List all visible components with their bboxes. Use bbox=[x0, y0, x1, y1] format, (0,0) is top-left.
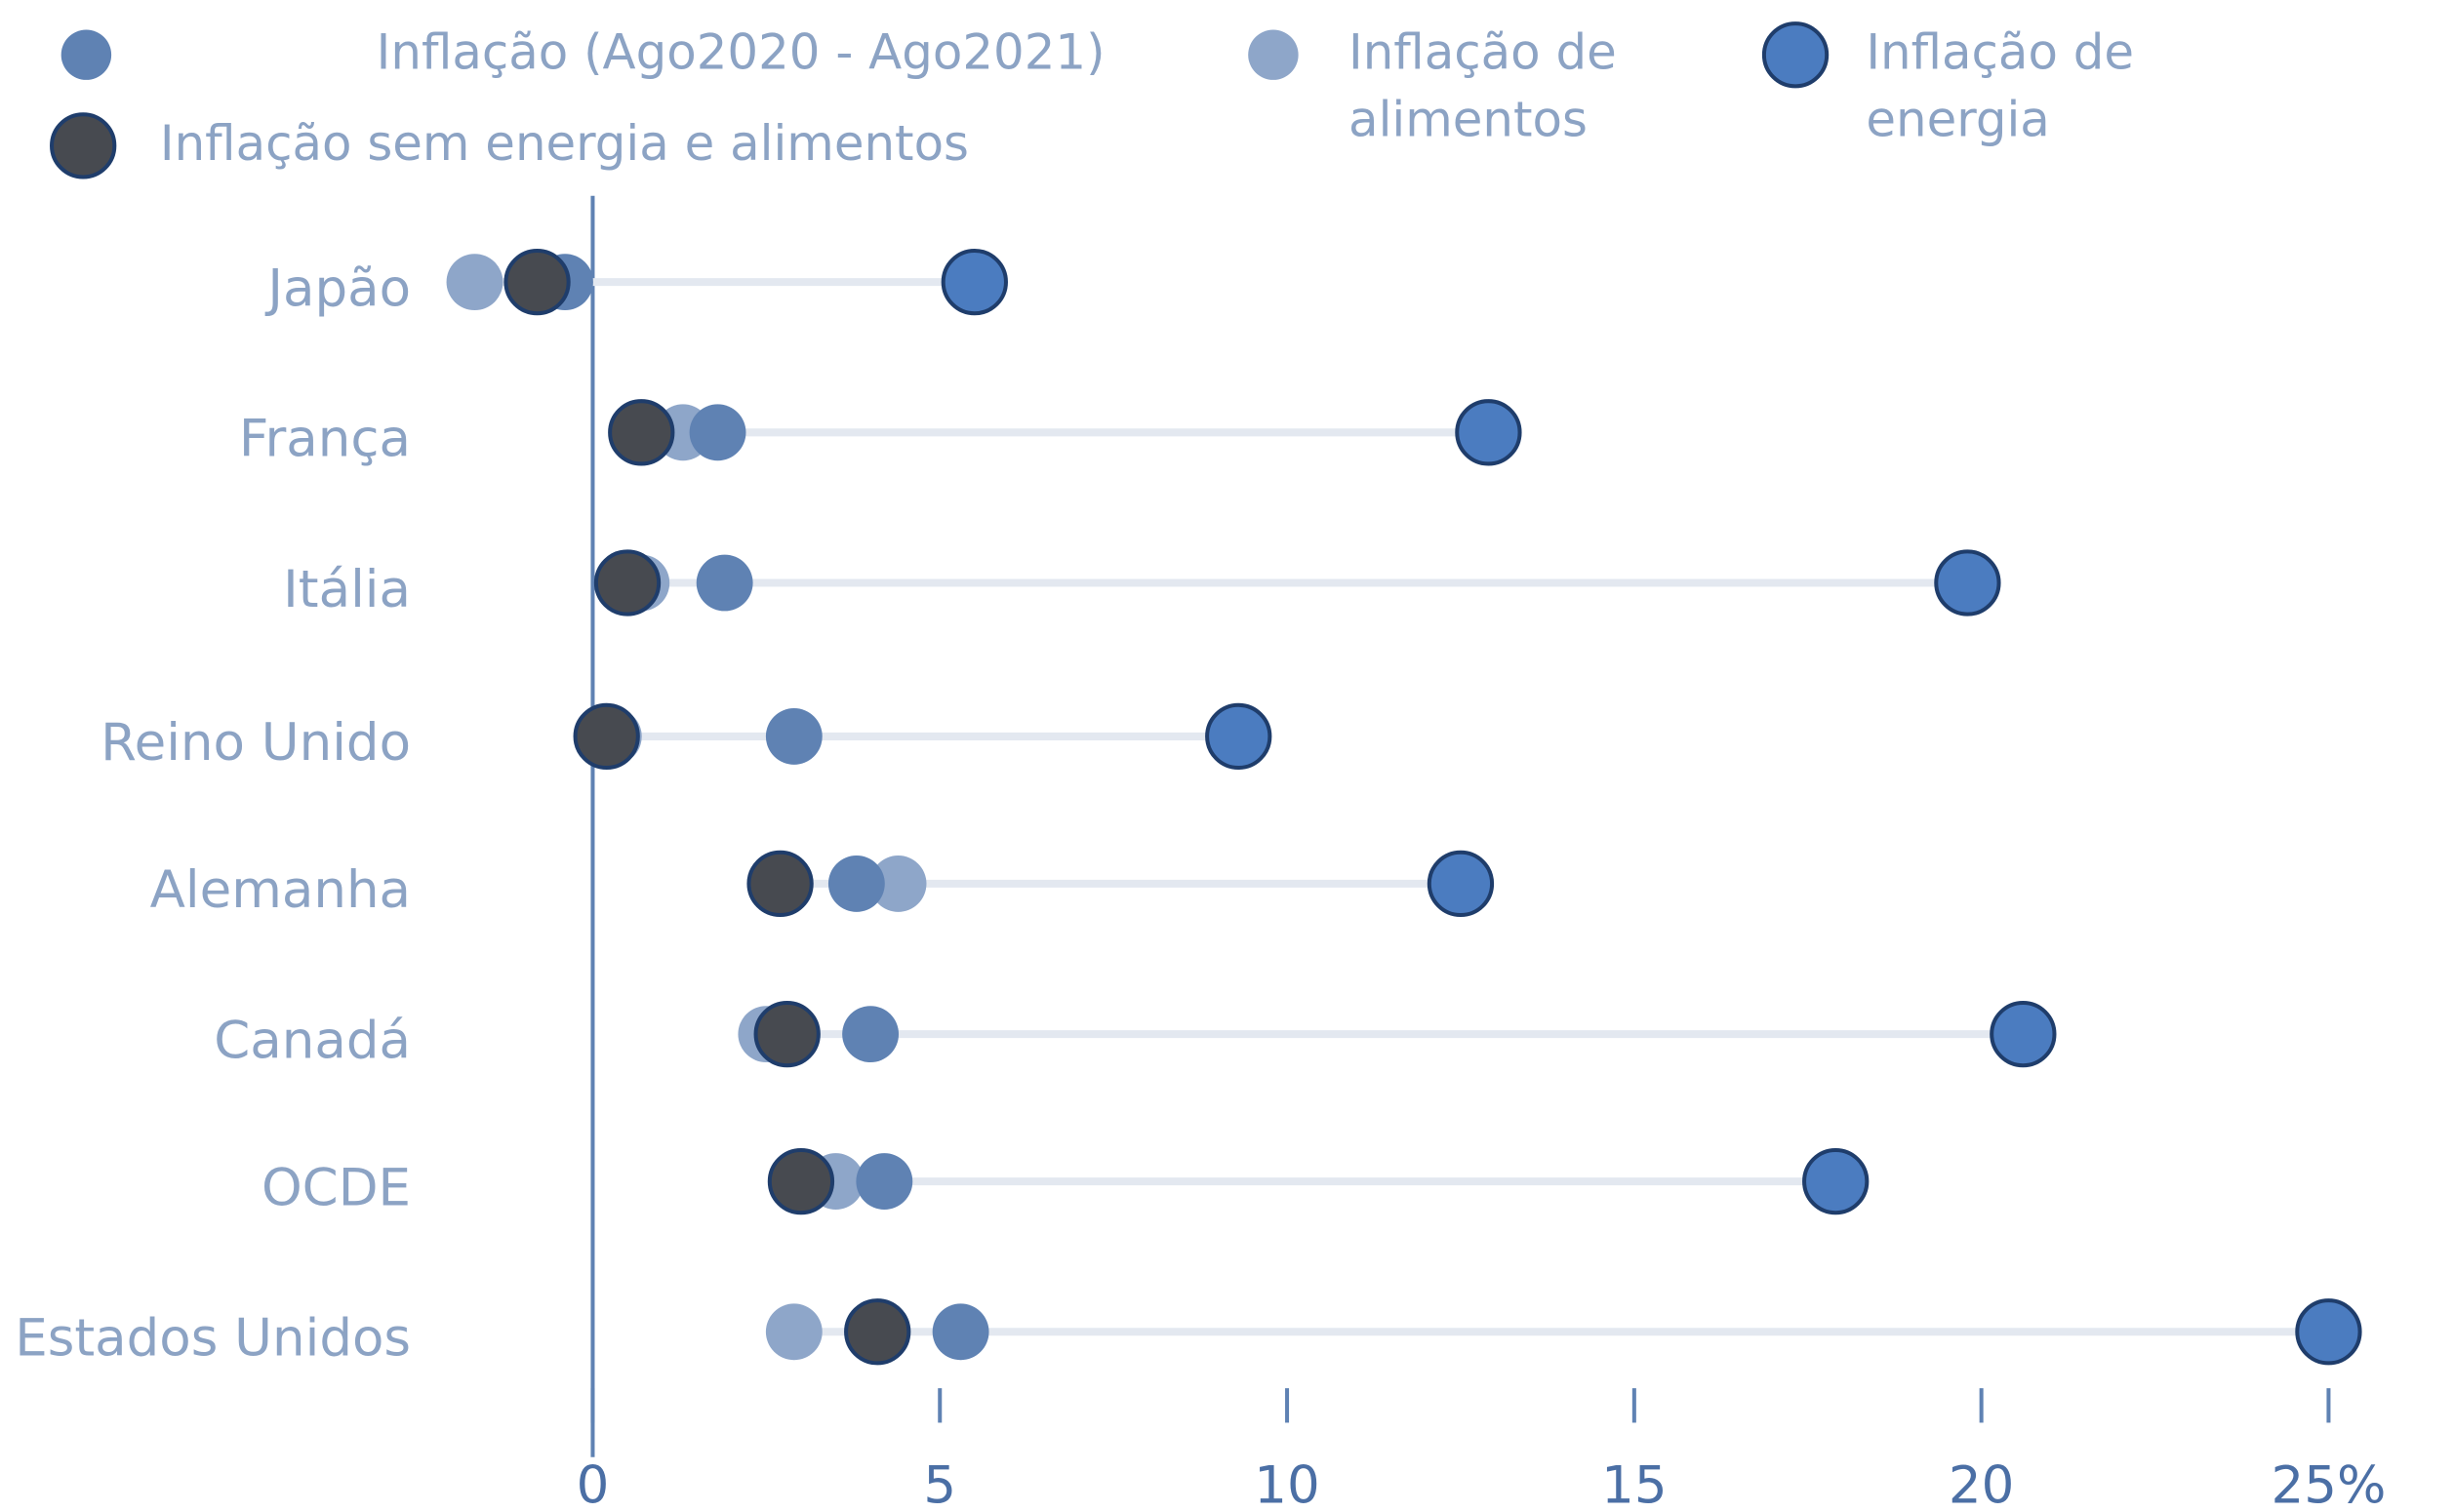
dot bbox=[503, 248, 571, 316]
legend-label: Inflação de energia bbox=[1866, 24, 2135, 149]
category-label: OCDE bbox=[261, 1157, 411, 1217]
legend-marker bbox=[60, 29, 112, 80]
dot bbox=[765, 1303, 823, 1361]
x-tick-label: 0 bbox=[577, 1455, 610, 1512]
dot bbox=[608, 399, 675, 466]
dot bbox=[1427, 850, 1495, 918]
dot bbox=[765, 708, 823, 765]
dot bbox=[696, 554, 753, 612]
dot bbox=[446, 254, 503, 311]
category-label: Reino Unido bbox=[101, 712, 411, 773]
category-label: Japão bbox=[264, 258, 411, 318]
dot bbox=[593, 549, 662, 617]
dot bbox=[827, 855, 885, 912]
legend-marker bbox=[1761, 21, 1830, 89]
dot bbox=[844, 1298, 911, 1366]
dot bbox=[1934, 549, 2001, 617]
legend-marker bbox=[1248, 29, 1299, 80]
x-tick-label: 5 bbox=[923, 1455, 956, 1512]
dot bbox=[1205, 702, 1272, 771]
dot bbox=[1990, 1000, 2057, 1068]
dot bbox=[856, 1153, 913, 1210]
dot bbox=[746, 850, 814, 918]
dot bbox=[941, 248, 1008, 316]
x-tick-label: 15 bbox=[1601, 1455, 1667, 1512]
dot bbox=[1802, 1147, 1870, 1215]
x-tick-label: 10 bbox=[1254, 1455, 1319, 1512]
x-tick-label: 20 bbox=[1949, 1455, 2014, 1512]
legend-item: Inflação sem energia e alimentos bbox=[159, 115, 970, 173]
dot bbox=[869, 855, 927, 912]
dot bbox=[689, 404, 746, 461]
legend-label: Inflação (Ago2020 - Ago2021) bbox=[376, 24, 1106, 82]
legend-label: Inflação sem energia e alimentos bbox=[159, 115, 970, 173]
category-label: Estados Unidos bbox=[15, 1308, 411, 1369]
dot bbox=[753, 1000, 821, 1068]
category-label: Itália bbox=[283, 559, 411, 619]
category-label: Alemanha bbox=[150, 859, 411, 920]
dot bbox=[842, 1006, 900, 1063]
legend-item: Inflação de energia bbox=[1866, 24, 2135, 149]
dot bbox=[767, 1147, 835, 1215]
dot bbox=[1455, 399, 1522, 466]
x-tick-label: 25% bbox=[2272, 1455, 2387, 1512]
legend-item: Inflação de alimentos bbox=[1348, 24, 1617, 149]
dot bbox=[573, 702, 640, 771]
category-label: Canadá bbox=[214, 1010, 411, 1070]
dot bbox=[2295, 1298, 2362, 1366]
legend-marker bbox=[50, 112, 117, 179]
dot bbox=[932, 1303, 989, 1361]
category-label: França bbox=[239, 409, 411, 469]
legend-label: Inflação de alimentos bbox=[1348, 24, 1617, 149]
legend-item: Inflação (Ago2020 - Ago2021) bbox=[376, 24, 1106, 82]
